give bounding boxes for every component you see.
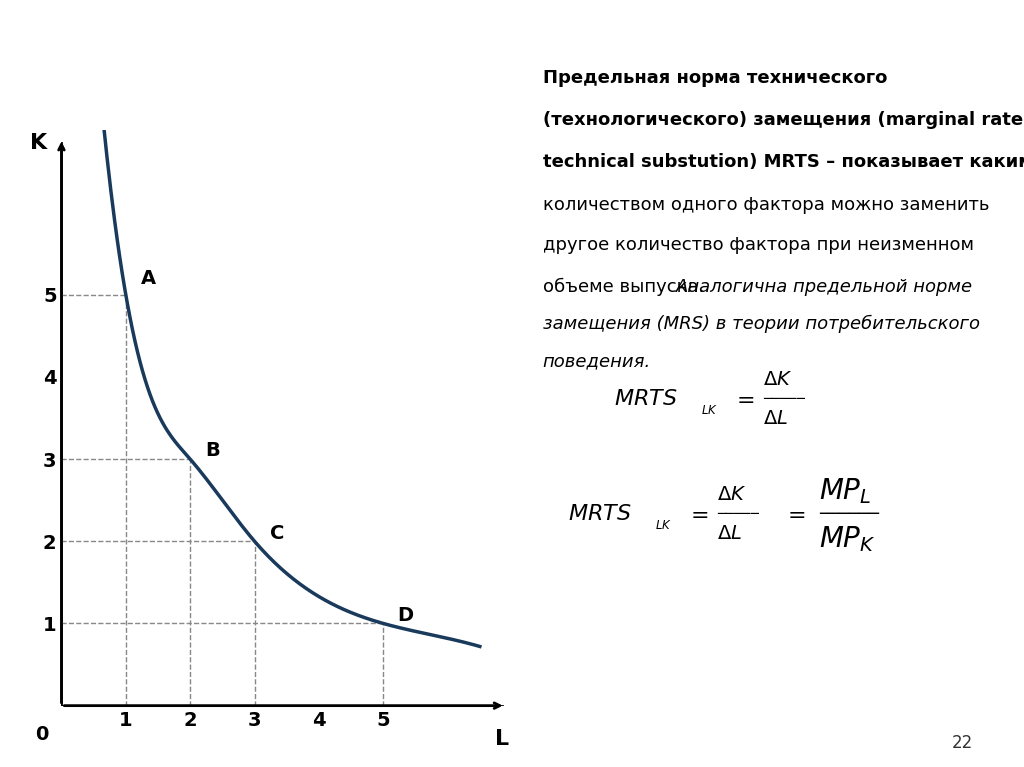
- Text: C: C: [270, 524, 285, 542]
- Text: B: B: [206, 441, 220, 460]
- Text: Предельная норма технического: Предельная норма технического: [543, 69, 887, 87]
- Text: $\Delta L$: $\Delta L$: [763, 409, 787, 427]
- Text: 0: 0: [36, 725, 49, 744]
- Text: ─────: ─────: [717, 507, 759, 521]
- Text: поведения.: поведения.: [543, 353, 651, 370]
- Text: 22: 22: [951, 734, 973, 752]
- Text: K: K: [31, 133, 47, 153]
- Text: D: D: [397, 606, 414, 625]
- Text: technical substution) MRTS – показывает каким: technical substution) MRTS – показывает …: [543, 153, 1024, 171]
- Text: $=$: $=$: [783, 504, 806, 524]
- Text: $\mathit{MRTS}$: $\mathit{MRTS}$: [568, 504, 632, 524]
- Text: A: A: [140, 268, 156, 288]
- Text: $\Delta K$: $\Delta K$: [763, 370, 793, 389]
- Text: замещения (MRS) в теории потребительского: замещения (MRS) в теории потребительског…: [543, 314, 980, 333]
- Text: другое количество фактора при неизменном: другое количество фактора при неизменном: [543, 236, 974, 254]
- Text: $\mathit{MP}_L$: $\mathit{MP}_L$: [819, 476, 871, 505]
- Text: $\mathit{MRTS}$: $\mathit{MRTS}$: [614, 389, 678, 409]
- Text: количеством одного фактора можно заменить: количеством одного фактора можно заменит…: [543, 196, 989, 213]
- Text: $=$: $=$: [686, 504, 709, 524]
- Text: L: L: [496, 729, 509, 749]
- Text: $_{LK}$: $_{LK}$: [701, 399, 719, 417]
- Text: $\Delta K$: $\Delta K$: [717, 486, 746, 504]
- Text: ──────: ──────: [819, 505, 880, 523]
- Text: $=$: $=$: [732, 389, 755, 409]
- Text: $\mathit{MP}_K$: $\mathit{MP}_K$: [819, 525, 876, 554]
- Text: Аналогична предельной норме: Аналогична предельной норме: [676, 278, 973, 295]
- Text: $_{LK}$: $_{LK}$: [655, 514, 673, 532]
- Text: $\Delta L$: $\Delta L$: [717, 524, 741, 542]
- Text: объеме выпуска.: объеме выпуска.: [543, 278, 710, 296]
- Text: (технологического) замещения (marginal rate of: (технологического) замещения (marginal r…: [543, 111, 1024, 129]
- Text: ─────: ─────: [763, 392, 805, 406]
